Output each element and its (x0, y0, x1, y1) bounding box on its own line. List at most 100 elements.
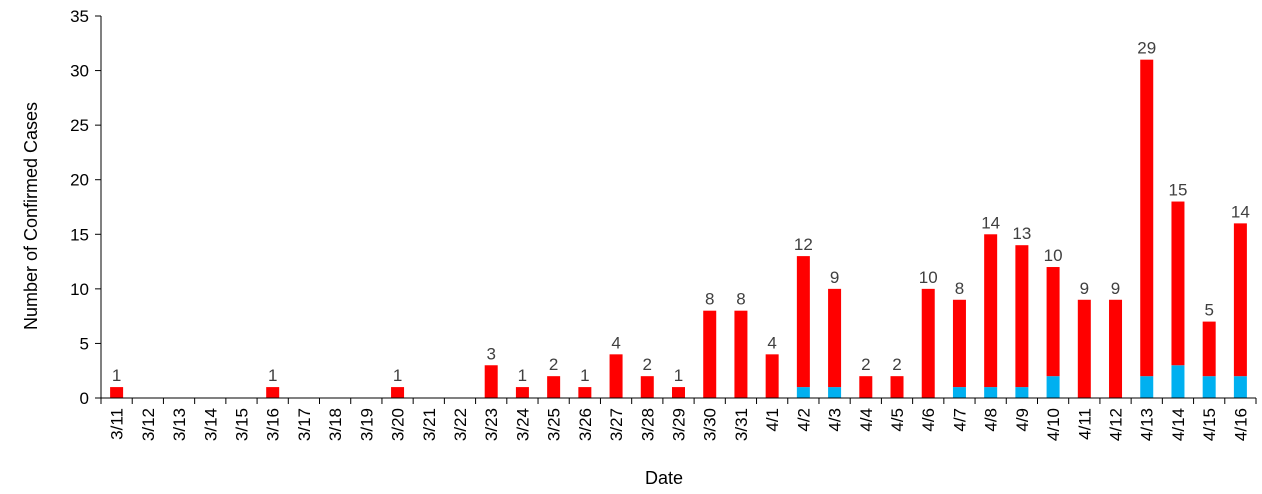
x-tick-label-4-9: 4/9 (1013, 408, 1032, 432)
y-tick-label-20: 20 (70, 171, 89, 190)
data-label-4-6: 10 (919, 268, 938, 287)
bar-segment-1-4-10 (1046, 267, 1060, 377)
x-tick-label-3-26: 3/26 (576, 408, 595, 441)
data-label-4-3: 9 (830, 268, 839, 287)
y-tick-label-10: 10 (70, 280, 89, 299)
bar-segment-1-4-12 (1109, 299, 1123, 398)
x-tick-label-3-19: 3/19 (357, 408, 376, 441)
data-label-4-12: 9 (1111, 279, 1120, 298)
data-label-4-15: 5 (1204, 301, 1213, 320)
x-tick-label-4-8: 4/8 (982, 408, 1001, 432)
bar-segment-1-3-20 (391, 387, 405, 398)
bar-segment-0-4-14 (1171, 365, 1185, 398)
bar-segment-1-3-25 (547, 376, 561, 398)
bar-segment-0-4-15 (1202, 376, 1216, 398)
x-tick-label-3-20: 3/20 (389, 408, 408, 441)
bar-segment-0-4-8 (984, 387, 998, 398)
x-tick-label-4-3: 4/3 (826, 408, 845, 432)
bar-segment-0-4-16 (1233, 376, 1247, 398)
x-tick-label-3-22: 3/22 (451, 408, 470, 441)
x-tick-label-4-16: 4/16 (1231, 408, 1250, 441)
x-tick-label-3-24: 3/24 (513, 408, 532, 441)
axes-group (95, 15, 1257, 404)
y-tick-label-5: 5 (80, 334, 89, 353)
bar-segment-1-4-8 (984, 234, 998, 388)
x-tick-label-4-7: 4/7 (950, 408, 969, 432)
bar-segment-1-3-30 (703, 310, 717, 398)
bar-segment-1-4-1 (765, 354, 779, 398)
x-tick-label-3-28: 3/28 (638, 408, 657, 441)
data-label-4-14: 15 (1168, 181, 1187, 200)
bar-segment-1-3-27 (609, 354, 623, 398)
data-label-4-5: 2 (892, 355, 901, 374)
data-label-4-13: 29 (1137, 39, 1156, 58)
x-tick-label-4-12: 4/12 (1107, 408, 1126, 441)
bar-segment-1-4-6 (921, 288, 935, 398)
data-label-4-4: 2 (861, 355, 870, 374)
x-tick-label-3-14: 3/14 (201, 408, 220, 441)
x-tick-label-3-29: 3/29 (670, 408, 689, 441)
data-label-3-31: 8 (736, 290, 745, 309)
y-tick-labels: 0 5 10 15 20 25 30 35 (70, 7, 89, 408)
x-tick-label-3-12: 3/12 (139, 408, 158, 441)
bar-segment-1-4-15 (1202, 321, 1216, 377)
bar-segment-0-4-13 (1140, 376, 1154, 398)
data-label-4-9: 13 (1012, 224, 1031, 243)
bar-segment-0-4-7 (952, 387, 966, 398)
bar-segment-1-3-29 (672, 387, 685, 398)
bar-segment-1-4-11 (1077, 299, 1091, 398)
bar-segment-0-4-2 (796, 387, 810, 398)
bar-segment-1-3-31 (734, 310, 748, 398)
x-tick-label-4-4: 4/4 (857, 408, 876, 432)
bars-group (110, 59, 1247, 398)
x-tick-label-4-14: 4/14 (1169, 408, 1188, 441)
data-label-3-28: 2 (643, 355, 652, 374)
data-label-4-1: 4 (767, 333, 776, 352)
data-label-3-16: 1 (268, 366, 277, 385)
bar-segment-0-4-10 (1046, 376, 1060, 398)
x-tick-label-3-27: 3/27 (607, 408, 626, 441)
bar-segment-1-3-16 (266, 387, 280, 398)
data-label-3-11: 1 (112, 366, 121, 385)
x-tick-labels: 3/11 3/12 3/13 3/14 3/15 3/16 3/17 3/18 3/19 3/20… (108, 408, 1251, 441)
x-tick-label-4-1: 4/1 (763, 408, 782, 432)
x-tick-label-3-16: 3/16 (264, 408, 283, 441)
x-tick-label-3-23: 3/23 (482, 408, 501, 441)
x-axis-title: Date (645, 468, 683, 488)
x-tick-label-4-15: 4/15 (1200, 408, 1219, 441)
x-tick-label-3-11: 3/11 (108, 408, 127, 440)
data-label-3-26: 1 (580, 366, 589, 385)
y-tick-label-30: 30 (70, 62, 89, 81)
bar-segment-1-4-3 (828, 288, 842, 388)
data-label-4-11: 9 (1080, 279, 1089, 298)
x-tick-label-3-18: 3/18 (326, 408, 345, 441)
x-tick-label-3-31: 3/31 (732, 408, 751, 441)
bar-segment-0-4-3 (828, 387, 842, 398)
data-label-3-30: 8 (705, 290, 714, 309)
bar-segment-1-4-2 (796, 256, 810, 388)
x-tick-label-3-15: 3/15 (232, 408, 251, 441)
bar-segment-1-3-24 (515, 387, 529, 398)
bar-segment-1-4-9 (1015, 245, 1029, 388)
bar-segment-1-3-23 (484, 365, 498, 398)
data-label-3-24: 1 (518, 366, 527, 385)
x-tick-label-4-10: 4/10 (1044, 408, 1063, 441)
data-label-3-29: 1 (674, 366, 683, 385)
y-tick-label-0: 0 (80, 389, 89, 408)
y-axis-title: Number of Confirmed Cases (21, 102, 41, 330)
bar-segment-1-4-5 (890, 376, 904, 398)
bar-segment-1-4-14 (1171, 201, 1185, 366)
data-label-4-2: 12 (794, 235, 813, 254)
data-label-3-25: 2 (549, 355, 558, 374)
bar-segment-1-4-7 (952, 299, 966, 388)
x-tick-label-3-13: 3/13 (170, 408, 189, 441)
data-label-4-7: 8 (955, 279, 964, 298)
data-label-4-10: 10 (1044, 246, 1063, 265)
data-label-4-8: 14 (981, 213, 1000, 232)
bar-segment-1-3-26 (578, 387, 592, 398)
x-tick-label-4-5: 4/5 (888, 408, 907, 432)
x-tick-label-4-6: 4/6 (919, 408, 938, 432)
